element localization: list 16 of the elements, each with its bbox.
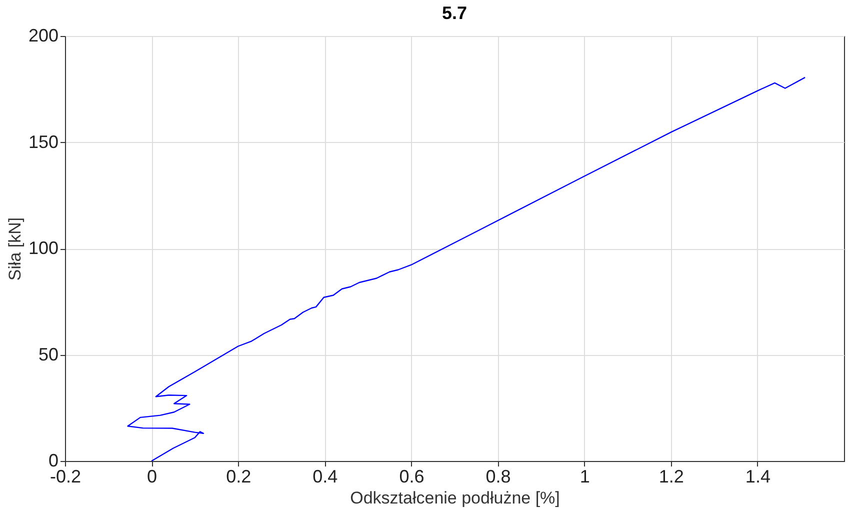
y-tick-label: 200: [28, 26, 58, 46]
x-tick-label: 1: [580, 466, 590, 486]
x-tick-label: 0.8: [486, 466, 511, 486]
x-tick-label: 0.6: [399, 466, 424, 486]
y-tick-label: 100: [28, 238, 58, 258]
y-tick-label: 50: [38, 344, 58, 364]
x-tick-label: 0.2: [226, 466, 252, 486]
y-axis-title: Siła [kN]: [5, 217, 24, 281]
x-tick-label: 1.4: [745, 466, 770, 486]
y-tick-label: 150: [28, 132, 58, 152]
x-tick-label: 1.2: [658, 466, 684, 486]
x-axis-title: Odkształcenie podłużne [%]: [350, 488, 560, 508]
x-tick-label: 0: [147, 466, 158, 486]
line-series: [127, 76, 806, 462]
x-tick-label: 0.4: [312, 466, 338, 486]
chart-title: 5.7: [442, 3, 468, 23]
